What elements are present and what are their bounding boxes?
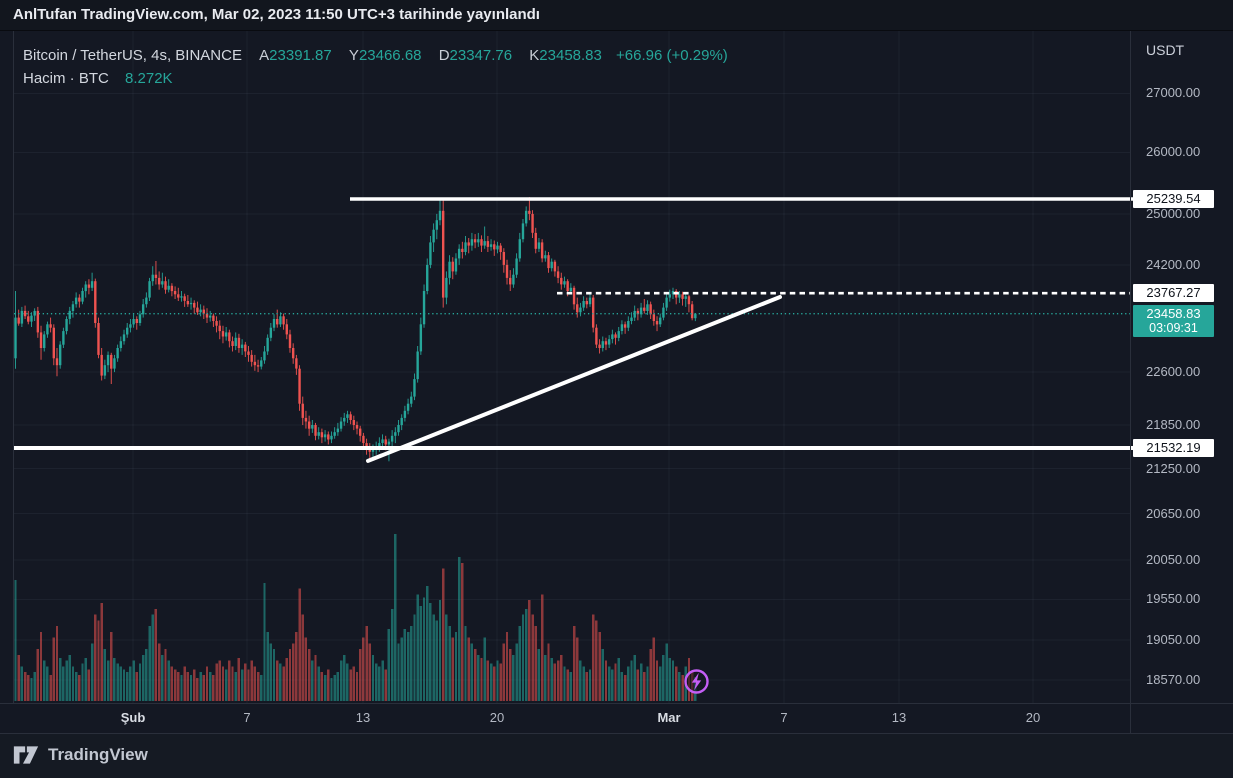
time-axis[interactable]: Şub 7 13 20 Mar 7 13 20 xyxy=(0,703,1233,733)
time-tick-label: 20 xyxy=(1025,710,1041,725)
tradingview-logo-text: TradingView xyxy=(48,745,148,764)
price-tick-label: 27000.00 xyxy=(1146,85,1201,101)
time-tick-label: Şub xyxy=(120,710,146,725)
time-tick-label: Mar xyxy=(657,710,681,725)
price-tick-label: 20050.00 xyxy=(1146,551,1201,567)
legend-row-volume: Hacim · BTC 8.272K xyxy=(23,67,728,90)
volume-study-value: 8.272K xyxy=(125,70,173,87)
open-value: A23391.87 xyxy=(259,47,332,64)
price-tick-label: 21850.00 xyxy=(1146,417,1201,433)
price-axis[interactable]: 27000.00 26000.00 25000.00 24200.00 22600.00… xyxy=(1130,0,1233,733)
price-tick-label: 26000.00 xyxy=(1146,144,1201,160)
attribution-bar: AnlTufan TradingView.com, Mar 02, 2023 1… xyxy=(0,0,1233,31)
price-tick-label: 22600.00 xyxy=(1146,364,1201,380)
price-tick-label: 19550.00 xyxy=(1146,591,1201,607)
chart-panel[interactable] xyxy=(0,31,1233,733)
time-tick-label: 7 xyxy=(780,710,788,725)
price-tick-label: 24200.00 xyxy=(1146,256,1201,272)
tradingview-logo[interactable]: TradingView xyxy=(13,745,148,765)
legend-row-symbol: Bitcoin / TetherUS, 4s, BINANCE A23391.8… xyxy=(23,44,728,67)
low-value: D23347.76 xyxy=(438,47,513,64)
time-tick-label: 20 xyxy=(489,710,505,725)
volume-study-label[interactable]: Hacim · BTC xyxy=(23,70,109,87)
line-price-badge[interactable]: 25239.54 xyxy=(1133,190,1214,208)
symbol-legend: Bitcoin / TetherUS, 4s, BINANCE A23391.8… xyxy=(23,44,728,90)
axis-currency-label: USDT xyxy=(1146,42,1185,58)
footer-bar: TradingView xyxy=(0,734,1233,778)
price-tick-label: 18570.00 xyxy=(1146,671,1201,687)
line-price-badge[interactable]: 23767.27 xyxy=(1133,284,1214,303)
close-value: K23458.83 xyxy=(529,47,602,64)
change-value: +66.96 (+0.29%) xyxy=(616,47,728,64)
tradingview-logo-icon xyxy=(13,746,39,764)
time-tick-label: 7 xyxy=(243,710,251,725)
last-price-badge: 23458.83 03:09:31 xyxy=(1133,304,1214,337)
time-tick-label: 13 xyxy=(355,710,371,725)
attribution-text: AnlTufan TradingView.com, Mar 02, 2023 1… xyxy=(13,6,540,23)
price-tick-label: 25000.00 xyxy=(1146,205,1201,221)
price-tick-label: 19050.00 xyxy=(1146,631,1201,647)
symbol-title[interactable]: Bitcoin / TetherUS, 4s, BINANCE xyxy=(23,47,242,64)
price-tick-label: 21250.00 xyxy=(1146,460,1201,476)
high-value: Y23466.68 xyxy=(348,47,422,64)
line-price-badge[interactable]: 21532.19 xyxy=(1133,439,1214,457)
bar-countdown: 03:09:31 xyxy=(1149,320,1198,335)
time-tick-label: 13 xyxy=(891,710,907,725)
price-tick-label: 20650.00 xyxy=(1146,505,1201,521)
